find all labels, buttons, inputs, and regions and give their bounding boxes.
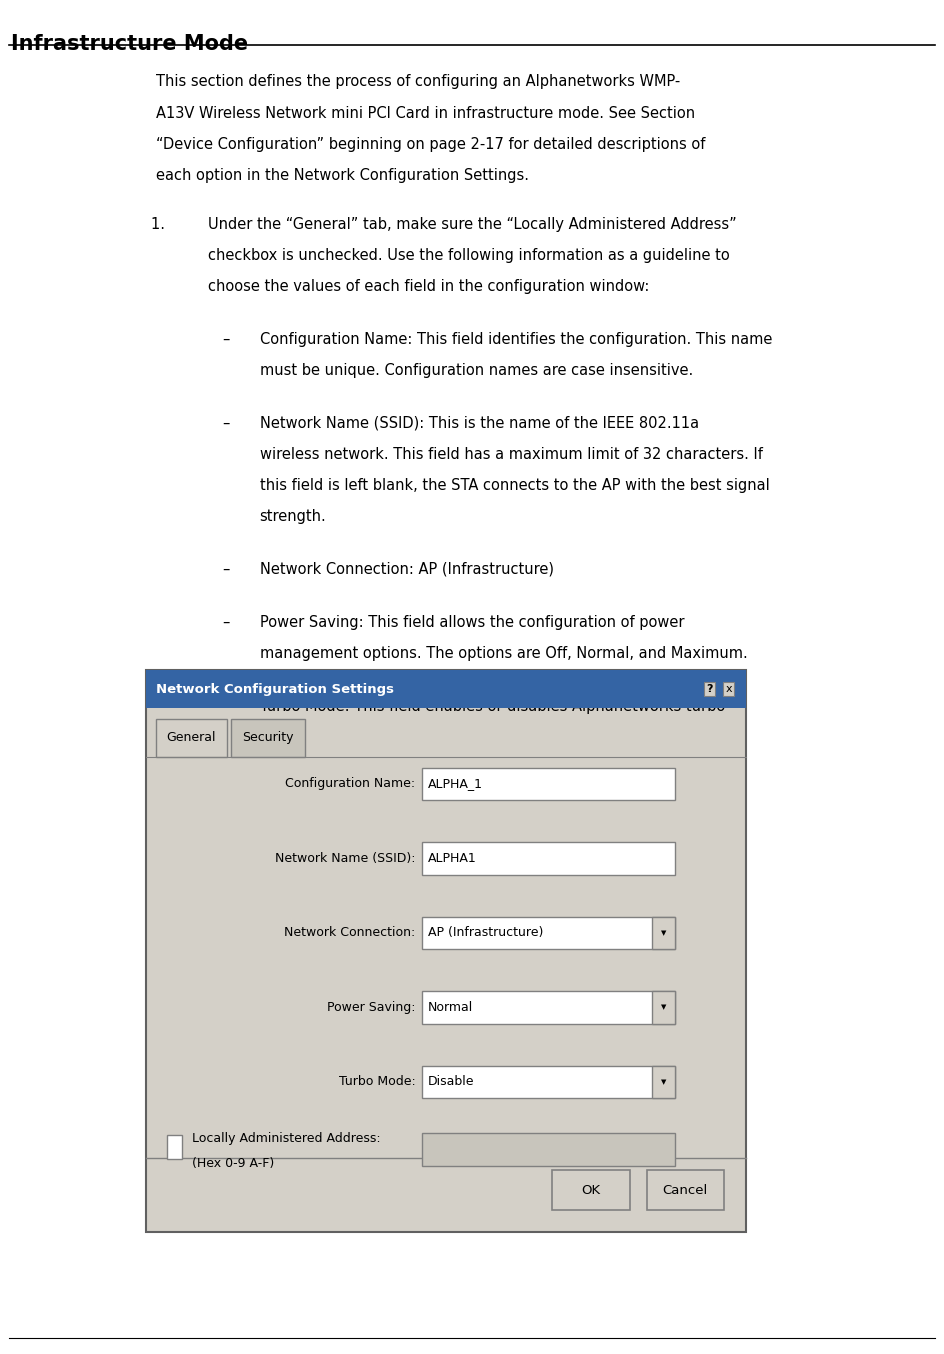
Text: ALPHA_1: ALPHA_1	[428, 777, 482, 791]
FancyBboxPatch shape	[652, 1066, 675, 1098]
Text: checkbox is unchecked. Use the following information as a guideline to: checkbox is unchecked. Use the following…	[208, 248, 730, 263]
Text: ALPHA1: ALPHA1	[428, 852, 477, 865]
Text: Turbo Mode:: Turbo Mode:	[339, 1075, 415, 1089]
FancyBboxPatch shape	[422, 991, 675, 1024]
Text: Disable: Disable	[428, 1075, 474, 1089]
FancyBboxPatch shape	[422, 1066, 675, 1098]
Text: General: General	[166, 731, 215, 745]
FancyBboxPatch shape	[652, 991, 675, 1024]
FancyBboxPatch shape	[552, 1170, 630, 1210]
Text: Cancel: Cancel	[663, 1183, 708, 1197]
Text: Normal: Normal	[428, 1001, 473, 1014]
FancyBboxPatch shape	[422, 917, 675, 949]
Text: choose the values of each field in the configuration window:: choose the values of each field in the c…	[208, 279, 649, 294]
FancyBboxPatch shape	[647, 1170, 724, 1210]
FancyBboxPatch shape	[146, 670, 746, 708]
Text: Under the “General” tab, make sure the “Locally Administered Address”: Under the “General” tab, make sure the “…	[208, 217, 736, 232]
Text: must be unique. Configuration names are case insensitive.: must be unique. Configuration names are …	[260, 363, 693, 378]
Text: mode.: mode.	[260, 730, 306, 745]
Text: A13V Wireless Network mini PCI Card in infrastructure mode. See Section: A13V Wireless Network mini PCI Card in i…	[156, 106, 695, 121]
Text: ▼: ▼	[661, 1079, 666, 1085]
FancyBboxPatch shape	[146, 670, 746, 1232]
Text: each option in the Network Configuration Settings.: each option in the Network Configuration…	[156, 168, 529, 183]
Text: wireless network. This field has a maximum limit of 32 characters. If: wireless network. This field has a maxim…	[260, 447, 763, 462]
Text: Network Connection: AP (Infrastructure): Network Connection: AP (Infrastructure)	[260, 562, 553, 577]
Text: Configuration Name:: Configuration Name:	[285, 777, 415, 791]
Text: ?: ?	[707, 684, 713, 695]
Text: ▼: ▼	[661, 1005, 666, 1010]
Text: Network Connection:: Network Connection:	[284, 926, 415, 940]
FancyBboxPatch shape	[422, 768, 675, 800]
Text: Configuration Name: This field identifies the configuration. This name: Configuration Name: This field identifie…	[260, 332, 772, 347]
Text: –: –	[222, 416, 229, 431]
FancyBboxPatch shape	[422, 842, 675, 875]
Text: Network Name (SSID):: Network Name (SSID):	[275, 852, 415, 865]
Text: ▼: ▼	[661, 930, 666, 936]
Text: “Device Configuration” beginning on page 2-17 for detailed descriptions of: “Device Configuration” beginning on page…	[156, 137, 705, 152]
Text: –: –	[222, 332, 229, 347]
Text: –: –	[222, 562, 229, 577]
Text: Network Name (SSID): This is the name of the IEEE 802.11a: Network Name (SSID): This is the name of…	[260, 416, 699, 431]
Text: Network Configuration Settings: Network Configuration Settings	[156, 682, 394, 696]
Text: Security: Security	[243, 731, 294, 745]
Text: Power Saving: This field allows the configuration of power: Power Saving: This field allows the conf…	[260, 615, 684, 630]
Text: Locally Administered Address:: Locally Administered Address:	[192, 1132, 380, 1145]
Text: This section defines the process of configuring an Alphanetworks WMP-: This section defines the process of conf…	[156, 74, 680, 89]
Text: this field is left blank, the STA connects to the AP with the best signal: this field is left blank, the STA connec…	[260, 478, 769, 493]
Text: Turbo Mode: This field enables or disables Alphanetworks turbo: Turbo Mode: This field enables or disabl…	[260, 699, 725, 714]
FancyBboxPatch shape	[231, 719, 305, 757]
Text: management options. The options are Off, Normal, and Maximum.: management options. The options are Off,…	[260, 646, 748, 661]
FancyBboxPatch shape	[167, 1135, 182, 1159]
Text: (Hex 0-9 A-F): (Hex 0-9 A-F)	[192, 1156, 274, 1170]
FancyBboxPatch shape	[156, 719, 227, 757]
Text: AP (Infrastructure): AP (Infrastructure)	[428, 926, 543, 940]
Text: –: –	[222, 699, 229, 714]
Text: –: –	[222, 615, 229, 630]
Text: Infrastructure Mode: Infrastructure Mode	[11, 34, 248, 54]
FancyBboxPatch shape	[422, 1133, 675, 1166]
Text: OK: OK	[582, 1183, 600, 1197]
Text: x: x	[725, 684, 733, 695]
Text: Power Saving:: Power Saving:	[327, 1001, 415, 1014]
FancyBboxPatch shape	[652, 917, 675, 949]
Text: 1.: 1.	[151, 217, 179, 232]
Text: strength.: strength.	[260, 509, 327, 524]
